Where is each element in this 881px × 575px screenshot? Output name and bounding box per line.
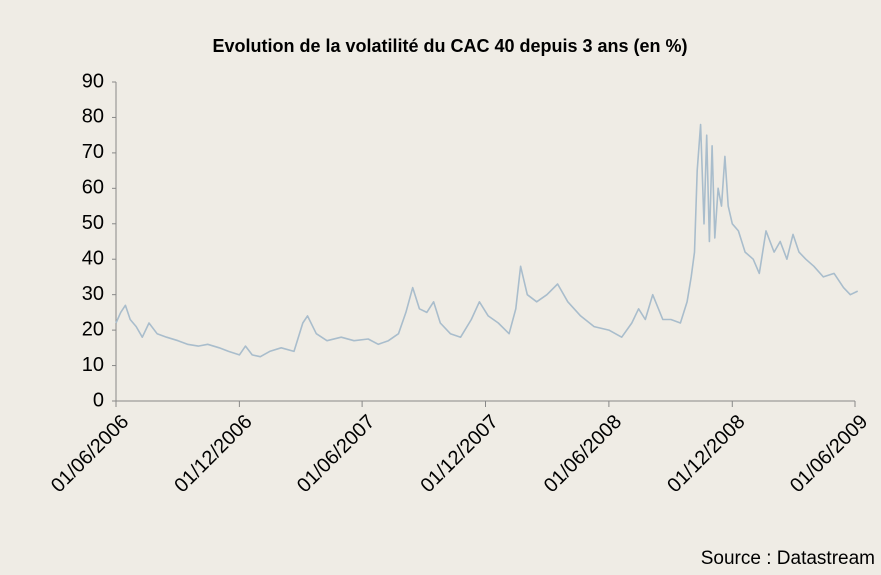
chart-title: Evolution de la volatilité du CAC 40 dep… [212, 36, 687, 56]
y-tick-label: 20 [82, 318, 104, 340]
y-tick-label: 50 [82, 212, 104, 234]
y-tick-label: 80 [82, 106, 104, 128]
y-tick-label: 60 [82, 177, 104, 199]
x-tick-label: 01/12/2007 [416, 411, 502, 497]
y-tick-label: 70 [82, 141, 104, 163]
line [115, 123, 859, 358]
x-tick-label: 01/06/2007 [293, 411, 379, 497]
y-tick-label: 10 [82, 354, 104, 376]
y-tick-label: 30 [82, 283, 104, 305]
source: Source : Datastream [701, 548, 875, 569]
x-tick-label: 01/06/2008 [540, 411, 626, 497]
y-tick-label: 40 [82, 248, 104, 270]
x-tick-label: 01/06/2009 [786, 411, 872, 497]
x-tick-label: 01/06/2006 [47, 411, 133, 497]
y-tick-label: 90 [82, 70, 104, 92]
y-tick-label: 0 [93, 389, 104, 411]
x-tick-label: 01/12/2008 [663, 411, 749, 497]
x-tick-label: 01/12/2006 [170, 411, 256, 497]
